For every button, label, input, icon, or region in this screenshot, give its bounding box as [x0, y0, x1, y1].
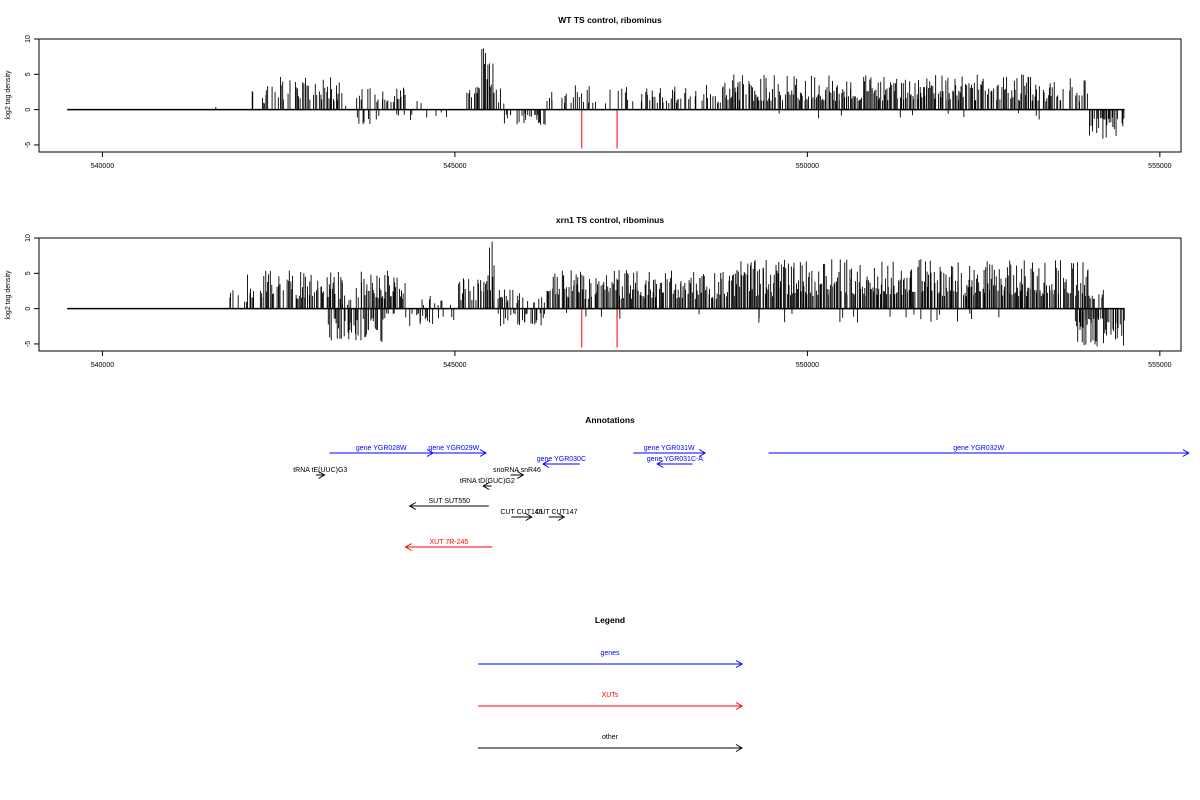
feature-gene-ygr029w: gene YGR029W	[421, 445, 487, 457]
arrow-right-icon	[525, 513, 533, 521]
feature-sut-sut550: SUT SUT550	[408, 498, 489, 510]
y-tick-label: -5	[25, 341, 32, 347]
xrn1-red-markers	[581, 308, 618, 348]
arrow-right-icon	[517, 471, 525, 479]
feature-label: XUT 7R-245	[430, 539, 469, 546]
arrow-right-icon	[735, 744, 743, 752]
xrn1-y-axis-label: log2 tag density	[5, 270, 12, 320]
wt-coverage-bars	[215, 48, 1125, 139]
arrow-left-icon	[482, 482, 490, 490]
arrow-right-icon	[479, 449, 487, 457]
arrow-right-icon	[735, 660, 743, 668]
y-tick-label: -5	[25, 142, 32, 148]
wt-panel-title: WT TS control, ribominus	[558, 15, 662, 25]
feature-label: tRNA tE(UUC)G3	[293, 467, 347, 474]
y-tick-label: 0	[25, 108, 32, 112]
xrn1-x-ticks: 540000 545000 550000 555000	[91, 351, 1172, 369]
xrn1-panel-title: xrn1 TS control, ribominus	[556, 215, 664, 225]
feature-snorna-snr46: snoRNA snR46	[493, 467, 541, 479]
legend-entry-other: other	[478, 734, 743, 752]
feature-label: SUT SUT550	[429, 498, 471, 505]
x-tick-label: 540000	[91, 163, 114, 170]
x-tick-label: 540000	[91, 362, 114, 369]
feature-gene-ygr032w: gene YGR032W	[768, 445, 1190, 457]
y-tick-label: 5	[25, 72, 32, 76]
wt-y-axis-label: log2 tag density	[5, 70, 12, 120]
legend-title: Legend	[595, 615, 625, 625]
wt-x-ticks: 540000 545000 550000 555000	[91, 152, 1172, 170]
feature-list: gene YGR028W gene YGR029W gene YGR030C gene…	[293, 445, 1190, 551]
legend-entry-xuts: XUTs	[478, 692, 743, 710]
legend-entries: genes XUTs other	[478, 650, 743, 752]
feature-trna-td-guc-g2: tRNA tD(GUC)G2	[460, 478, 515, 490]
x-tick-label: 550000	[796, 362, 819, 369]
wt-coverage-panel: WT TS control, ribominus log2 tag densit…	[5, 15, 1182, 170]
x-tick-label: 545000	[443, 163, 466, 170]
wt-y-ticks: -5 0 5 10	[25, 35, 39, 148]
arrow-left-icon	[408, 502, 417, 510]
feature-label: gene YGR031C-A	[647, 456, 704, 463]
xrn1-y-ticks: -5 0 5 10	[25, 234, 39, 347]
wt-plot-frame	[38, 38, 1182, 153]
feature-label: gene YGR028W	[356, 445, 407, 452]
arrow-right-icon	[735, 702, 743, 710]
feature-label: gene YGR031W	[644, 445, 695, 452]
feature-trna-te-uuc-g3: tRNA tE(UUC)G3	[293, 467, 347, 479]
feature-label: CUT CUT147	[535, 509, 577, 516]
feature-cut-cut146: CUT CUT146	[500, 509, 543, 521]
x-tick-label: 545000	[443, 362, 466, 369]
feature-gene-ygr031w: gene YGR031W	[633, 445, 707, 457]
annotations-track: Annotations gene YGR028W gene YGR029Wgene…	[293, 415, 1190, 551]
arrow-left-icon	[404, 543, 412, 551]
feature-label: CUT CUT146	[500, 509, 542, 516]
legend: Legend genes XUTs other	[478, 615, 743, 752]
arrow-right-icon	[557, 513, 566, 521]
feature-gene-ygr030c: gene YGR030C	[537, 456, 586, 468]
xrn1-coverage-bars	[229, 241, 1125, 347]
y-tick-label: 10	[25, 234, 32, 242]
feature-label: gene YGR030C	[537, 456, 586, 463]
feature-label: gene YGR029W	[428, 445, 479, 452]
feature-gene-ygr028w: gene YGR028W	[329, 445, 435, 457]
arrow-right-icon	[318, 471, 326, 479]
legend-entry-genes: genes	[478, 650, 743, 668]
xrn1-plot-frame	[38, 237, 1182, 352]
arrow-right-icon	[698, 449, 707, 457]
feature-label: gene YGR032W	[953, 445, 1004, 452]
annotations-title: Annotations	[585, 415, 635, 425]
feature-label: tRNA tD(GUC)G2	[460, 478, 515, 485]
x-tick-label: 550000	[796, 163, 819, 170]
legend-label: other	[602, 734, 619, 741]
x-tick-label: 555000	[1148, 362, 1171, 369]
arrow-right-icon	[1182, 449, 1190, 457]
feature-xut-7r-245: XUT 7R-245	[404, 539, 493, 551]
feature-cut-cut147: CUT CUT147	[535, 509, 578, 521]
y-tick-label: 10	[25, 35, 32, 43]
arrow-left-icon	[656, 460, 664, 468]
wt-red-markers	[581, 109, 618, 149]
feature-gene-ygr031c-a: gene YGR031C-A	[647, 456, 704, 468]
y-tick-label: 0	[25, 307, 32, 311]
arrow-left-icon	[542, 460, 550, 468]
xrn1-coverage-panel: xrn1 TS control, ribominus log2 tag dens…	[5, 215, 1182, 369]
feature-label: snoRNA snR46	[493, 467, 541, 474]
y-tick-label: 5	[25, 271, 32, 275]
legend-label: XUTs	[602, 692, 619, 699]
legend-label: genes	[600, 650, 620, 657]
x-tick-label: 555000	[1148, 163, 1171, 170]
